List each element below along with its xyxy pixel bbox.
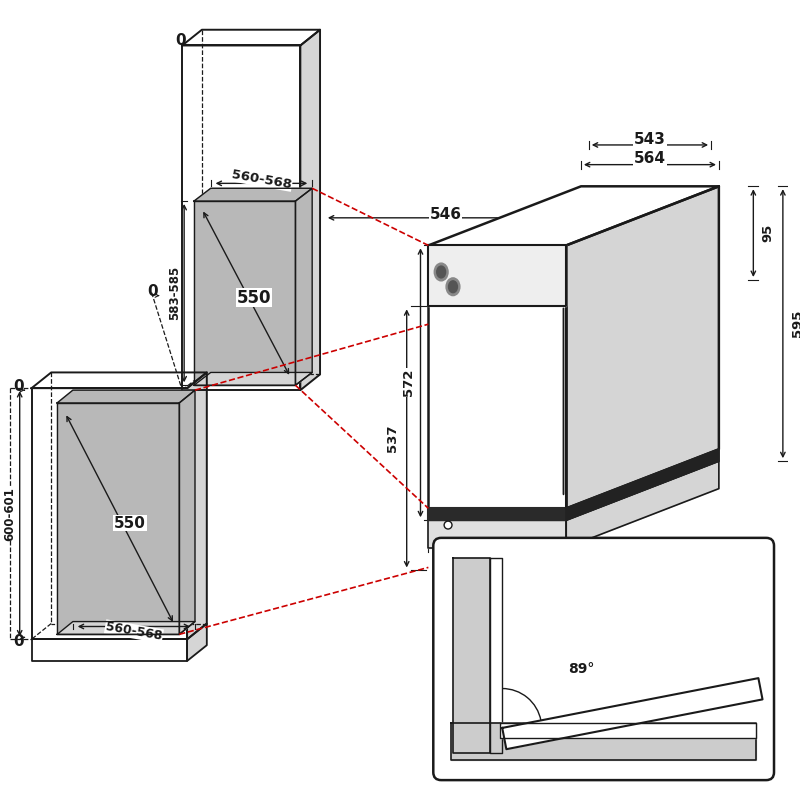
Text: 0: 0 — [147, 284, 158, 299]
Polygon shape — [295, 188, 312, 386]
Text: 0: 0 — [693, 714, 706, 724]
Polygon shape — [194, 373, 312, 386]
Text: 20: 20 — [470, 524, 485, 544]
Polygon shape — [194, 201, 295, 386]
Polygon shape — [502, 678, 762, 749]
Polygon shape — [566, 461, 719, 548]
Polygon shape — [31, 388, 187, 639]
Text: 560-568: 560-568 — [105, 620, 163, 642]
Polygon shape — [428, 520, 566, 548]
Text: 550: 550 — [237, 289, 271, 306]
Text: 550: 550 — [114, 515, 146, 530]
FancyBboxPatch shape — [434, 538, 774, 780]
Text: 600-601: 600-601 — [3, 487, 16, 541]
Polygon shape — [31, 373, 206, 388]
Text: 572: 572 — [402, 369, 415, 397]
Text: 10: 10 — [754, 733, 768, 751]
Polygon shape — [57, 622, 195, 634]
Polygon shape — [187, 623, 206, 661]
Text: 543: 543 — [634, 131, 666, 146]
Circle shape — [444, 521, 452, 529]
Text: 89°: 89° — [568, 662, 594, 676]
Text: 537: 537 — [386, 425, 399, 452]
Polygon shape — [490, 558, 502, 753]
Text: 595: 595 — [482, 544, 514, 559]
Text: 560-568: 560-568 — [230, 168, 293, 191]
Text: 564: 564 — [634, 151, 666, 166]
Text: 95: 95 — [762, 224, 774, 242]
Text: 18: 18 — [526, 267, 538, 285]
Polygon shape — [57, 403, 179, 634]
Polygon shape — [182, 30, 320, 46]
Polygon shape — [179, 390, 195, 634]
Polygon shape — [187, 373, 206, 639]
Polygon shape — [566, 450, 719, 520]
Text: 546: 546 — [430, 207, 462, 222]
Polygon shape — [31, 639, 187, 661]
Ellipse shape — [446, 278, 460, 296]
Polygon shape — [182, 46, 300, 390]
Polygon shape — [194, 188, 312, 201]
Polygon shape — [428, 186, 719, 246]
Polygon shape — [428, 508, 566, 520]
Polygon shape — [451, 723, 756, 761]
Text: 595: 595 — [791, 310, 800, 338]
Text: 0: 0 — [14, 634, 24, 649]
Polygon shape — [566, 186, 719, 508]
Text: 0: 0 — [175, 33, 186, 48]
Polygon shape — [428, 246, 566, 508]
Text: 18: 18 — [522, 269, 542, 283]
Text: 477: 477 — [616, 561, 645, 574]
Polygon shape — [57, 390, 195, 403]
Text: 583-585: 583-585 — [168, 266, 181, 320]
Polygon shape — [500, 723, 756, 738]
Text: 345: 345 — [628, 214, 657, 228]
Text: 5: 5 — [434, 521, 443, 534]
Polygon shape — [453, 558, 490, 753]
Ellipse shape — [437, 266, 446, 278]
Polygon shape — [300, 30, 320, 390]
Ellipse shape — [449, 281, 458, 293]
Text: 0: 0 — [14, 378, 24, 394]
Polygon shape — [428, 246, 566, 306]
Ellipse shape — [434, 263, 448, 281]
